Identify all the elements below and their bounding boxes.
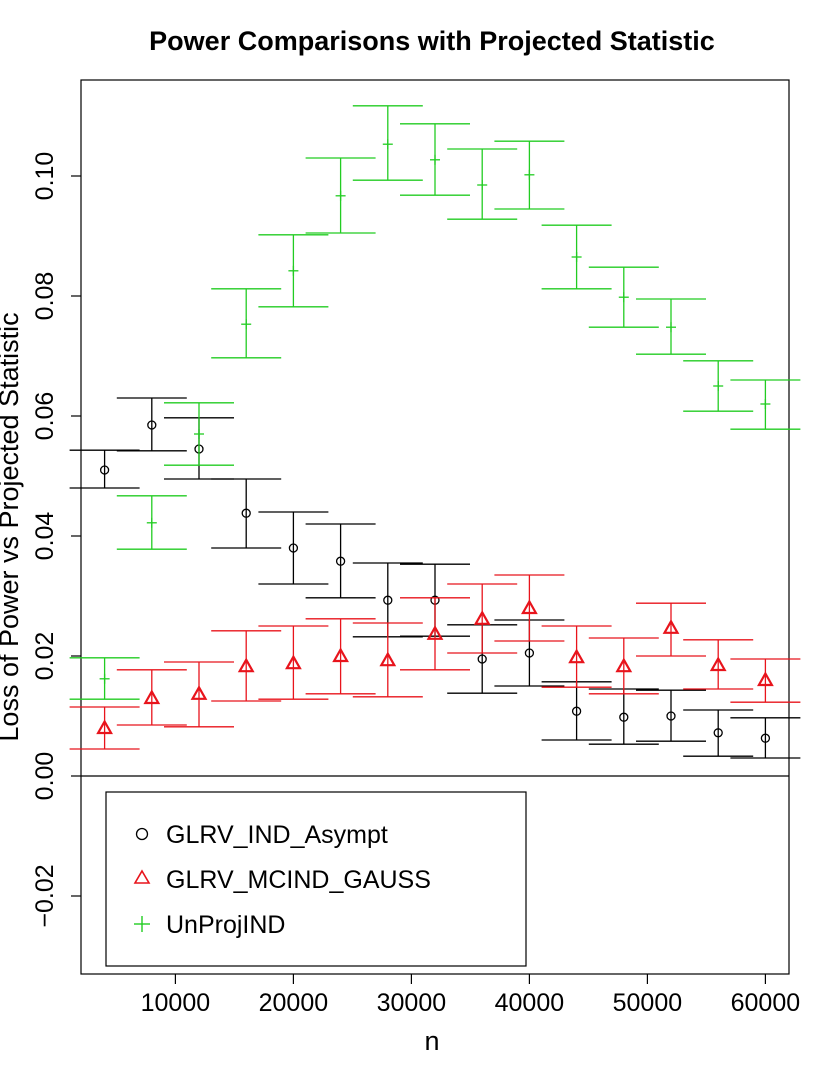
point-circle-60000 bbox=[760, 733, 771, 743]
y-tick-label-2: 0.02 bbox=[31, 632, 59, 681]
point-triangle-56000 bbox=[709, 656, 727, 672]
point-triangle-24000 bbox=[332, 647, 349, 663]
point-plus-52000 bbox=[666, 322, 676, 333]
x-tick-label-20000: 20000 bbox=[259, 989, 329, 1017]
series-unprojind bbox=[69, 105, 801, 700]
point-circle-28000 bbox=[383, 595, 393, 605]
point-circle-16000 bbox=[241, 508, 251, 518]
y-axis-title: Loss of Power vs Projected Statistic bbox=[0, 312, 24, 741]
point-circle-36000 bbox=[477, 654, 487, 664]
point-plus-20000 bbox=[288, 265, 299, 276]
point-circle-20000 bbox=[288, 543, 299, 553]
point-circle-48000 bbox=[619, 712, 629, 722]
point-plus-44000 bbox=[571, 252, 582, 262]
series-glrv-mcind-gauss bbox=[69, 574, 801, 750]
point-triangle-8000 bbox=[143, 689, 161, 705]
legend: GLRV_IND_Asympt GLRV_MCIND_GAUSS UnProjI… bbox=[105, 791, 527, 967]
point-circle-40000 bbox=[524, 648, 535, 658]
point-plus-48000 bbox=[618, 292, 629, 303]
legend-label-glrv-mcind-gauss: GLRV_MCIND_GAUSS bbox=[166, 866, 431, 894]
series-layer bbox=[69, 105, 801, 759]
point-plus-4000 bbox=[99, 673, 110, 684]
point-circle-4000 bbox=[99, 465, 110, 475]
chart-title: Power Comparisons with Projected Statist… bbox=[149, 26, 715, 56]
legend-marker-glrv-mcind-gauss bbox=[133, 869, 151, 884]
y-axis: −0.02 0.00 0.02 0.04 0.06 0.08 0.10 bbox=[31, 152, 81, 928]
point-plus-40000 bbox=[524, 169, 535, 180]
point-circle-52000 bbox=[666, 711, 676, 721]
y-tick-label-1: 0.00 bbox=[31, 752, 59, 801]
point-plus-28000 bbox=[382, 139, 393, 150]
legend-marker-unprojind bbox=[134, 916, 150, 932]
point-plus-12000 bbox=[194, 429, 204, 439]
point-triangle-36000 bbox=[473, 610, 491, 625]
legend-label-glrv-ind-asympt: GLRV_IND_Asympt bbox=[166, 821, 388, 849]
x-tick-label-60000: 60000 bbox=[731, 989, 801, 1017]
point-plus-16000 bbox=[241, 319, 252, 330]
point-triangle-20000 bbox=[285, 654, 302, 670]
x-tick-label-50000: 50000 bbox=[613, 989, 683, 1017]
point-plus-36000 bbox=[477, 180, 488, 190]
x-tick-label-30000: 30000 bbox=[377, 989, 447, 1017]
y-tick-label-6: 0.10 bbox=[31, 152, 59, 201]
point-triangle-12000 bbox=[190, 685, 208, 700]
legend-marker-glrv-ind-asympt bbox=[135, 827, 149, 841]
point-circle-44000 bbox=[571, 706, 582, 716]
y-tick-label-0: −0.02 bbox=[31, 864, 59, 927]
point-circle-8000 bbox=[147, 420, 157, 430]
point-triangle-32000 bbox=[426, 625, 444, 640]
point-plus-32000 bbox=[430, 154, 440, 165]
point-plus-60000 bbox=[760, 399, 771, 409]
point-triangle-16000 bbox=[237, 657, 255, 673]
point-triangle-40000 bbox=[521, 599, 538, 615]
y-tick-label-4: 0.06 bbox=[31, 392, 59, 441]
point-plus-8000 bbox=[146, 517, 157, 528]
legend-box bbox=[105, 791, 527, 967]
point-plus-56000 bbox=[713, 381, 724, 391]
point-triangle-60000 bbox=[757, 671, 774, 687]
x-tick-label-10000: 10000 bbox=[141, 989, 211, 1017]
legend-label-unprojind: UnProjIND bbox=[166, 911, 285, 939]
point-triangle-4000 bbox=[96, 719, 113, 735]
point-triangle-52000 bbox=[662, 619, 680, 634]
x-axis: 10000 20000 30000 40000 50000 60000 bbox=[141, 974, 801, 1017]
point-triangle-44000 bbox=[568, 648, 585, 664]
point-plus-24000 bbox=[335, 190, 346, 201]
plot-frame bbox=[80, 79, 790, 975]
point-circle-24000 bbox=[335, 556, 346, 566]
point-triangle-28000 bbox=[379, 651, 397, 667]
point-triangle-48000 bbox=[615, 657, 633, 673]
x-tick-label-40000: 40000 bbox=[495, 989, 565, 1017]
point-circle-56000 bbox=[713, 728, 723, 738]
y-tick-label-3: 0.04 bbox=[31, 512, 59, 561]
y-tick-label-5: 0.08 bbox=[31, 272, 59, 321]
x-axis-title: n bbox=[424, 1026, 439, 1056]
